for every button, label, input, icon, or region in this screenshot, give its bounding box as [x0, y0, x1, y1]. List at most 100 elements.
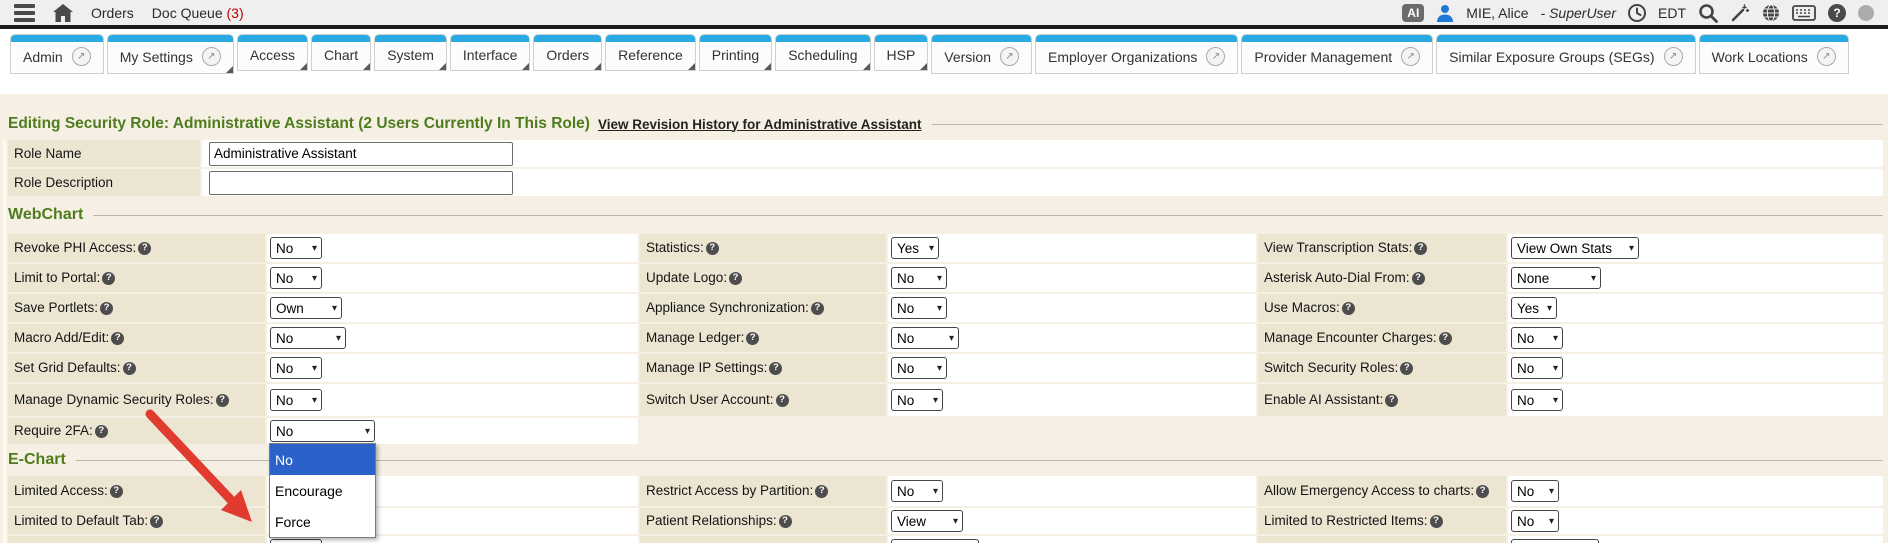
help-icon[interactable]: ?	[746, 331, 760, 345]
home-icon[interactable]	[53, 3, 73, 22]
set-grid-defaults-select[interactable]: No ▾	[270, 357, 322, 379]
view-transcription-stats-select[interactable]: View Own Stats ▾	[1511, 237, 1639, 259]
appliance-synchronization-select[interactable]: No ▾	[891, 297, 947, 319]
tab-interface[interactable]: Interface	[449, 34, 531, 71]
popout-icon[interactable]: ↗	[1401, 47, 1421, 66]
tab-version[interactable]: Version ↗	[931, 34, 1032, 74]
asterisk-auto-dial-select[interactable]: None ▾	[1511, 267, 1601, 289]
topbar-link-doc-queue[interactable]: Doc Queue (3)	[151, 4, 244, 21]
table-row: Limited to Default Tab:? Patient Relatio…	[8, 508, 1883, 534]
field-label: Manage Encounter Charges:?	[1258, 324, 1506, 352]
help-icon[interactable]: ?	[1400, 361, 1414, 375]
patient-insurance-policies-select[interactable]: Delete▾	[1511, 539, 1599, 543]
patient-relationships-select[interactable]: View ▾	[891, 510, 963, 532]
switch-user-account-select[interactable]: No ▾	[891, 389, 943, 411]
help-icon[interactable]: ?	[1341, 301, 1355, 315]
role-name-input[interactable]	[209, 141, 513, 166]
help-icon[interactable]: ?	[810, 301, 824, 315]
search-icon[interactable]	[1698, 3, 1718, 23]
help-icon[interactable]: ?	[111, 331, 125, 345]
save-portlets-select[interactable]: Own ▾	[270, 297, 342, 319]
magic-wand-icon[interactable]	[1730, 3, 1750, 23]
tab-provider-management[interactable]: Provider Management ↗	[1241, 34, 1434, 74]
help-icon[interactable]: ?	[109, 484, 123, 498]
tab-printing[interactable]: Printing	[698, 34, 773, 71]
popout-icon[interactable]: ↗	[71, 47, 91, 66]
tab-chart[interactable]: Chart	[310, 34, 372, 71]
help-icon[interactable]: ?	[122, 361, 136, 375]
popout-icon[interactable]: ↗	[1206, 47, 1226, 66]
chevron-down-icon: ▾	[952, 515, 958, 527]
help-icon[interactable]: ?	[729, 271, 743, 285]
enable-ai-assistant-select[interactable]: No ▾	[1511, 389, 1563, 411]
field-label: Save Portlets:?	[8, 294, 265, 322]
user-icon[interactable]	[1436, 4, 1454, 22]
limited-to-restricted-items-select[interactable]: No ▾	[1511, 510, 1559, 532]
update-logo-select[interactable]: No ▾	[891, 267, 947, 289]
help-icon[interactable]: ?	[1411, 271, 1425, 285]
tab-reference[interactable]: Reference	[605, 34, 696, 71]
help-icon[interactable]: ?	[1828, 3, 1846, 22]
use-macros-select[interactable]: Yes ▾	[1511, 297, 1557, 319]
role-description-input[interactable]	[209, 170, 513, 195]
chevron-down-icon: ▾	[1546, 302, 1552, 314]
hamburger-icon[interactable]	[14, 3, 35, 22]
manage-dynamic-security-roles-select[interactable]: No ▾	[270, 389, 322, 411]
help-icon[interactable]: ?	[150, 514, 164, 528]
help-icon[interactable]: ?	[1429, 514, 1443, 528]
popout-icon[interactable]: ↗	[201, 47, 221, 66]
dropdown-option-no[interactable]: No	[270, 444, 375, 475]
tab-similar-exposure-groups[interactable]: Similar Exposure Groups (SEGs) ↗	[1436, 34, 1696, 74]
popout-icon[interactable]: ↗	[1816, 47, 1836, 66]
user-name[interactable]: MIE, Alice	[1466, 4, 1529, 21]
macro-add-edit-select[interactable]: No ▾	[270, 327, 346, 349]
help-icon[interactable]: ?	[94, 424, 108, 438]
tab-scheduling[interactable]: Scheduling	[775, 34, 871, 71]
help-icon[interactable]: ?	[138, 241, 152, 255]
manage-ip-settings-select[interactable]: No ▾	[891, 357, 947, 379]
document-ownership-select[interactable]: Edit▾	[891, 539, 979, 543]
help-icon[interactable]: ?	[705, 241, 719, 255]
popout-icon[interactable]: ↗	[1000, 47, 1019, 66]
manage-encounter-charges-select[interactable]: No ▾	[1511, 327, 1563, 349]
help-icon[interactable]: ?	[100, 301, 114, 315]
dropdown-option-encourage[interactable]: Encourage	[275, 482, 343, 499]
manage-ledger-select[interactable]: No ▾	[891, 327, 959, 349]
topbar-link-orders[interactable]: Orders	[91, 4, 134, 21]
ai-assistant-badge[interactable]: AI	[1402, 3, 1425, 22]
clock-icon[interactable]	[1628, 3, 1646, 22]
require-2fa-select[interactable]: No ▾	[270, 420, 375, 442]
help-icon[interactable]: ?	[1438, 331, 1452, 345]
help-icon[interactable]: ?	[215, 393, 229, 407]
help-icon[interactable]: ?	[815, 484, 829, 498]
limit-to-portal-select[interactable]: No ▾	[270, 267, 322, 289]
tab-my-settings[interactable]: My Settings ↗	[106, 34, 234, 74]
dropdown-option-force[interactable]: Force	[275, 513, 311, 530]
tab-admin[interactable]: Admin ↗	[10, 34, 104, 74]
help-icon[interactable]: ?	[1385, 393, 1399, 407]
keyboard-icon[interactable]	[1792, 4, 1816, 21]
table-row: Set Grid Defaults:? No ▾ Manage IP Settin…	[8, 354, 1883, 382]
tab-employer-organizations[interactable]: Employer Organizations ↗	[1035, 34, 1239, 74]
switch-security-roles-select[interactable]: No ▾	[1511, 357, 1563, 379]
help-icon[interactable]: ?	[778, 514, 792, 528]
tab-system[interactable]: System	[374, 34, 447, 71]
help-icon[interactable]: ?	[102, 271, 116, 285]
popout-icon[interactable]: ↗	[1663, 47, 1683, 66]
help-icon[interactable]: ?	[769, 361, 783, 375]
revision-history-link[interactable]: View Revision History for Administrative…	[597, 116, 922, 132]
restrict-access-by-partition-select[interactable]: No ▾	[891, 480, 943, 502]
limit-pop-select[interactable]: No▾	[270, 539, 322, 543]
tab-work-locations[interactable]: Work Locations ↗	[1698, 34, 1849, 74]
allow-emergency-access-select[interactable]: No ▾	[1511, 480, 1559, 502]
help-icon[interactable]: ?	[775, 393, 789, 407]
revoke-phi-access-select[interactable]: No ▾	[270, 237, 322, 259]
tab-orders[interactable]: Orders	[533, 34, 603, 71]
globe-icon[interactable]	[1762, 4, 1780, 22]
tab-hsp[interactable]: HSP	[873, 34, 929, 71]
help-icon[interactable]: ?	[1414, 241, 1428, 255]
statistics-select[interactable]: Yes ▾	[891, 237, 939, 259]
help-icon[interactable]: ?	[1476, 484, 1490, 498]
timezone-label[interactable]: EDT	[1658, 4, 1686, 21]
tab-access[interactable]: Access	[236, 34, 308, 71]
